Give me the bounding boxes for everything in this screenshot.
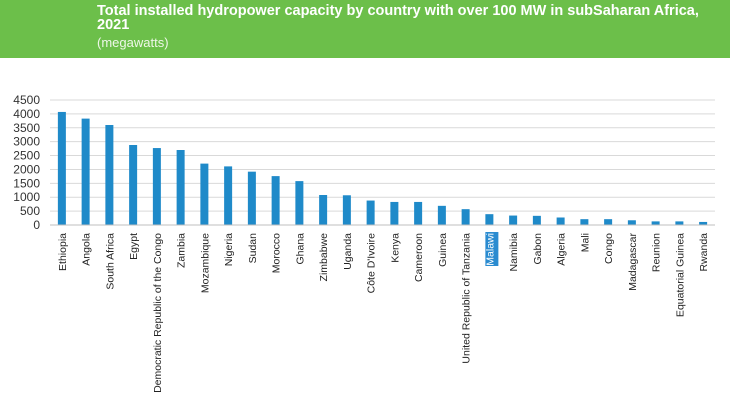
y-tick-label: 4500: [13, 93, 40, 107]
bar: [390, 201, 399, 225]
x-tick-label: Gabon: [532, 233, 544, 265]
bar: [129, 145, 138, 225]
x-tick-label: Madagascar: [627, 232, 639, 290]
y-tick-label: 0: [33, 218, 40, 232]
x-tick-label: Sudan: [247, 233, 259, 264]
x-tick-label: Rwanda: [698, 233, 710, 272]
x-tick-label: Angola: [81, 233, 93, 266]
x-tick-label: Malawi: [484, 233, 496, 266]
x-tick-label: South Africa: [104, 233, 116, 290]
bar: [556, 217, 565, 225]
x-tick-label: Uganda: [342, 233, 354, 270]
x-tick-label: Zambia: [176, 233, 188, 268]
x-tick-label: Congo: [603, 233, 615, 264]
x-tick-label: Democratic Republic of the Congo: [152, 233, 164, 393]
x-tick-label: Guinea: [437, 233, 449, 267]
bar: [699, 221, 708, 225]
bar: [342, 195, 351, 225]
bar: [580, 219, 589, 225]
x-tick-label: Morocco: [271, 233, 283, 273]
x-tick-label: Ghana: [294, 233, 306, 265]
x-tick-label: Zimbabwe: [318, 233, 330, 282]
x-tick-label: Nigeria: [223, 233, 235, 266]
bar: [57, 111, 66, 225]
y-tick-label: 2000: [13, 162, 40, 176]
bar: [271, 176, 280, 225]
bar: [532, 215, 541, 225]
bar: [509, 215, 518, 225]
bar: [604, 219, 613, 225]
bar: [414, 201, 423, 225]
x-tick-label: Côte D'Ivoire: [366, 233, 378, 294]
bar: [105, 125, 114, 225]
y-tick-label: 2500: [13, 149, 40, 163]
x-tick-label: Namibia: [508, 233, 520, 272]
bar: [675, 221, 684, 225]
y-tick-label: 1500: [13, 176, 40, 190]
x-tick-label: Mali: [579, 233, 591, 252]
x-tick-label: Reunion: [651, 233, 663, 272]
y-tick-label: 3000: [13, 135, 40, 149]
bar: [247, 171, 256, 225]
x-tick-label: Equatorial Guinea: [674, 233, 686, 317]
bar: [651, 221, 660, 225]
bar: [152, 148, 161, 225]
x-tick-label: Mozambique: [199, 233, 211, 293]
bar: [627, 220, 636, 225]
x-tick-label: Cameroon: [413, 233, 425, 282]
chart-title: Total installed hydropower capacity by c…: [97, 3, 699, 33]
bar: [295, 181, 304, 225]
y-tick-label: 500: [20, 204, 40, 218]
bar: [200, 163, 209, 225]
y-tick-label: 4000: [13, 107, 40, 121]
bar: [81, 118, 90, 225]
chart-subtitle: (megawatts): [97, 35, 169, 50]
y-tick-label: 3500: [13, 121, 40, 135]
bar: [485, 214, 494, 225]
x-tick-label: Egypt: [128, 233, 140, 260]
bar: [319, 195, 328, 225]
highlight-box: [485, 232, 499, 266]
bar: [366, 200, 375, 225]
y-tick-label: 1000: [13, 190, 40, 204]
x-tick-label: Kenya: [389, 233, 401, 263]
bar: [461, 209, 470, 225]
x-tick-label: United Republic of Tanzania: [461, 233, 473, 364]
x-tick-label: Ethiopia: [57, 233, 69, 271]
x-tick-label: Algeria: [556, 233, 568, 266]
bar: [437, 205, 446, 225]
bar: [224, 166, 233, 225]
chart-header: Total installed hydropower capacity by c…: [0, 0, 730, 58]
bar: [176, 150, 185, 225]
